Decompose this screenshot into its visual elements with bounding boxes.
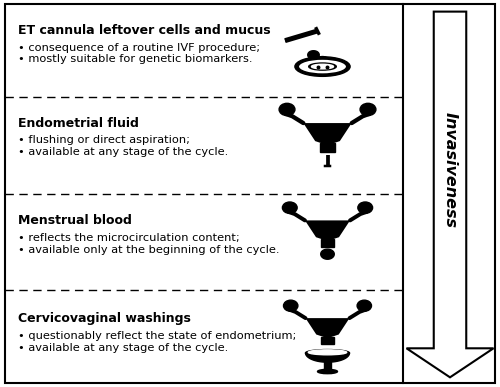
Text: • mostly suitable for genetic biomarkers.: • mostly suitable for genetic biomarkers…	[18, 54, 252, 64]
Text: • available only at the beginning of the cycle.: • available only at the beginning of the…	[18, 245, 279, 255]
Bar	[324, 361, 330, 372]
Text: • available at any stage of the cycle.: • available at any stage of the cycle.	[18, 342, 228, 353]
Polygon shape	[308, 51, 320, 59]
Polygon shape	[316, 57, 328, 65]
Circle shape	[360, 103, 376, 116]
Bar	[320, 144, 334, 152]
Ellipse shape	[312, 64, 334, 69]
Circle shape	[284, 300, 298, 311]
Ellipse shape	[308, 63, 336, 70]
Ellipse shape	[318, 369, 338, 374]
Text: • consequence of a routine IVF procedure;: • consequence of a routine IVF procedure…	[18, 43, 260, 53]
Text: Invasiveness: Invasiveness	[442, 112, 458, 228]
Text: • available at any stage of the cycle.: • available at any stage of the cycle.	[18, 147, 228, 157]
Polygon shape	[306, 353, 350, 362]
Text: • reflects the microcirculation content;: • reflects the microcirculation content;	[18, 233, 239, 243]
Polygon shape	[406, 12, 494, 377]
Circle shape	[357, 300, 372, 311]
Bar	[321, 240, 334, 247]
Ellipse shape	[295, 57, 350, 76]
Text: • flushing or direct aspiration;: • flushing or direct aspiration;	[18, 135, 190, 146]
Circle shape	[279, 103, 295, 116]
Polygon shape	[306, 318, 350, 338]
Text: • questionably reflect the state of endometrium;: • questionably reflect the state of endo…	[18, 331, 296, 341]
Text: Endometrial fluid: Endometrial fluid	[18, 117, 138, 130]
Circle shape	[358, 202, 372, 213]
Polygon shape	[320, 249, 334, 259]
Polygon shape	[305, 221, 350, 241]
Ellipse shape	[306, 349, 350, 356]
Ellipse shape	[308, 350, 346, 355]
Text: Menstrual blood: Menstrual blood	[18, 214, 132, 227]
Polygon shape	[304, 123, 352, 145]
Bar	[321, 337, 334, 344]
Ellipse shape	[298, 59, 346, 74]
Text: Cervicovaginal washings: Cervicovaginal washings	[18, 312, 190, 325]
Circle shape	[282, 202, 297, 213]
Text: ET cannula leftover cells and mucus: ET cannula leftover cells and mucus	[18, 24, 270, 38]
